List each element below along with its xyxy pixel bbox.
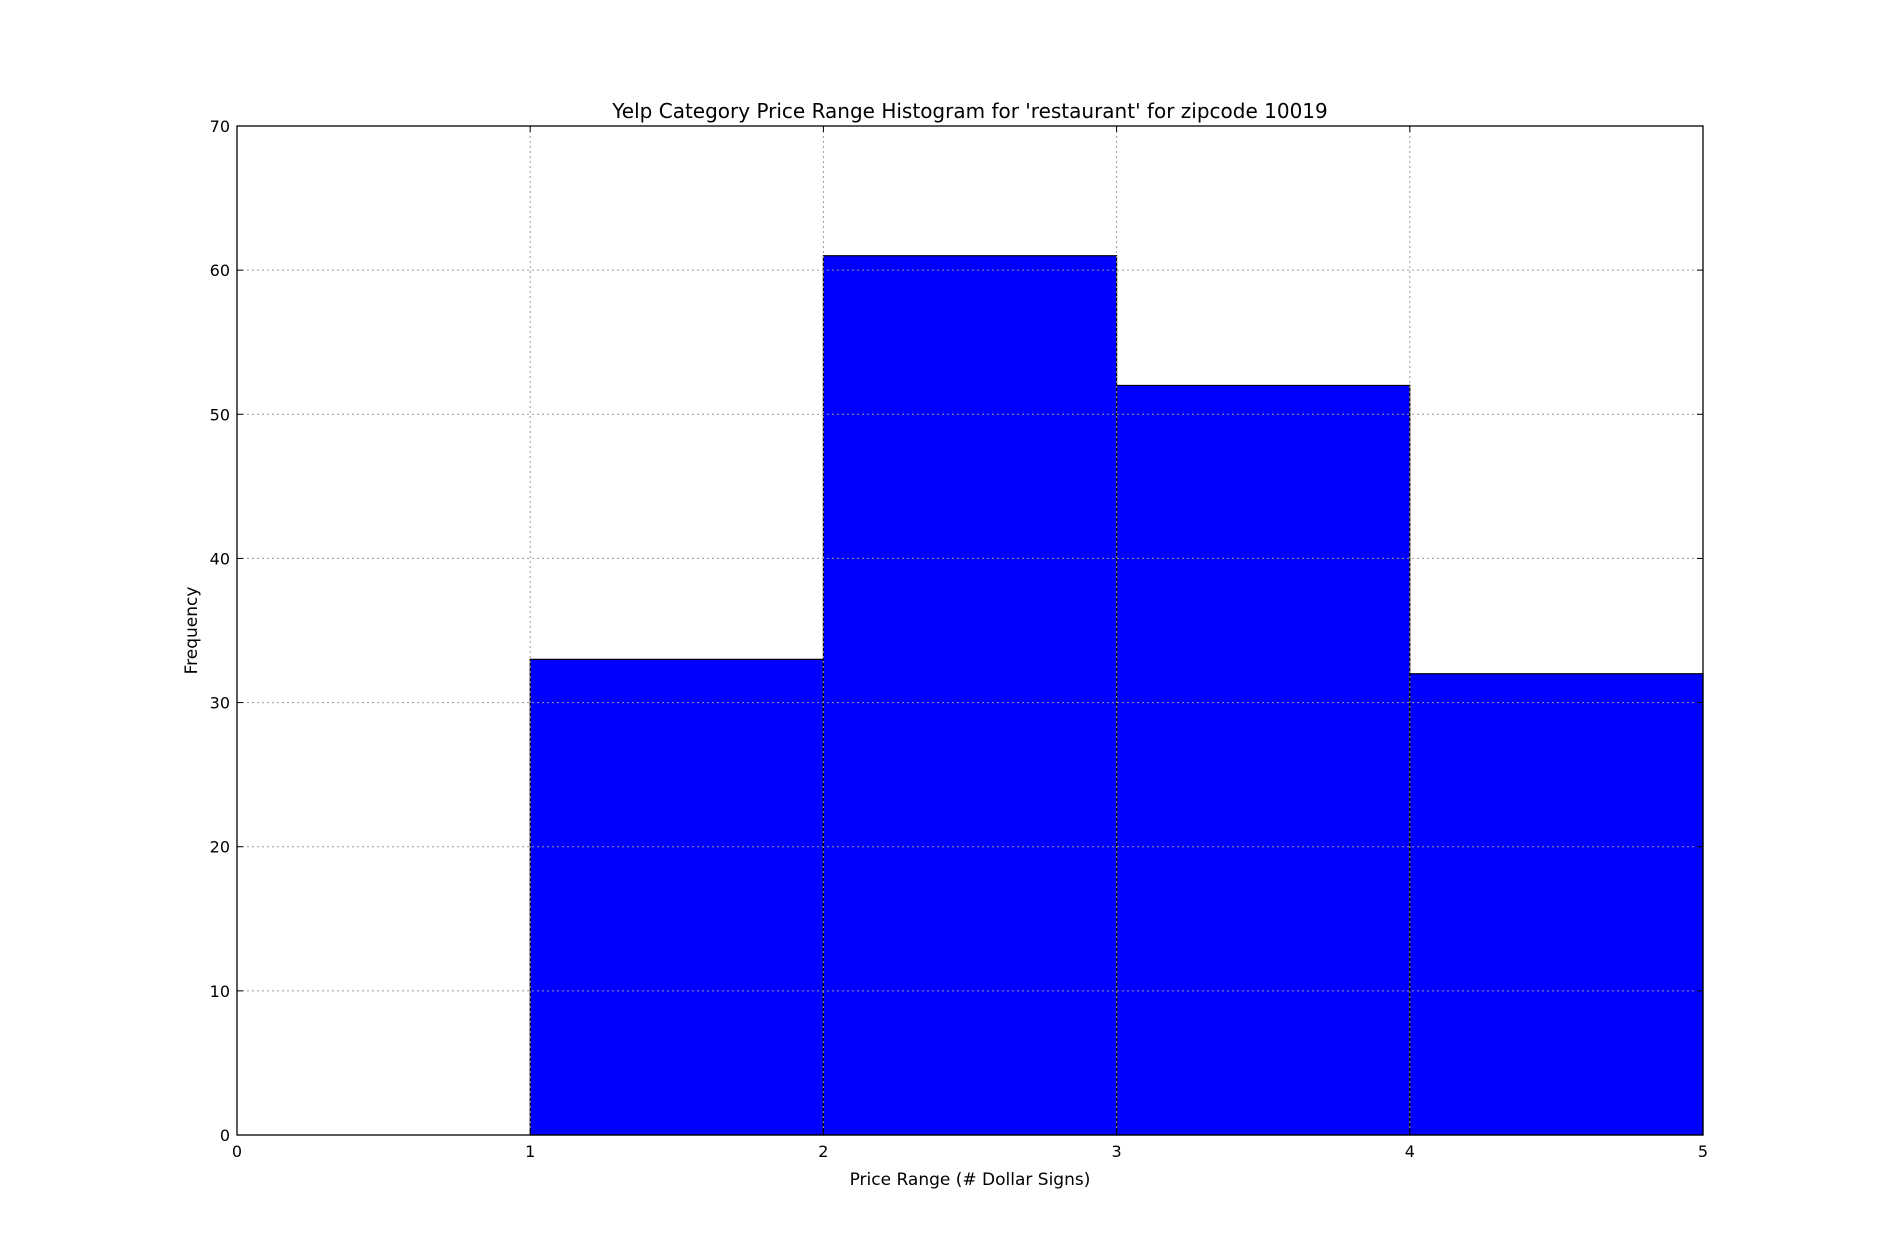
x-tick-label: 1 [525,1142,535,1161]
y-tick-label: 0 [220,1126,230,1145]
histogram-bar [1409,673,1704,1136]
y-axis-label: Frequency [182,587,202,675]
y-tick-label: 10 [210,982,230,1001]
grid-layer [237,126,1703,1135]
y-tick-label: 60 [210,261,230,280]
x-tick-label: 4 [1405,1142,1415,1161]
x-tick-label: 3 [1112,1142,1122,1161]
bar-layer [529,255,1704,1136]
plot-frame [236,125,1704,1136]
y-tick-label: 30 [210,694,230,713]
histogram-bar [822,255,1118,1136]
histogram-bar [1115,384,1411,1136]
x-tick-label: 0 [232,1142,242,1161]
y-tick-label: 70 [210,117,230,136]
y-tick-label: 40 [210,549,230,568]
x-tick-label: 2 [818,1142,828,1161]
x-tick-label: 5 [1698,1142,1708,1161]
y-tick-label: 50 [210,405,230,424]
chart-title: Yelp Category Price Range Histogram for … [611,99,1328,123]
x-axis-label: Price Range (# Dollar Signs) [850,1170,1091,1190]
y-tick-label: 20 [210,838,230,857]
histogram-bar [529,658,825,1136]
